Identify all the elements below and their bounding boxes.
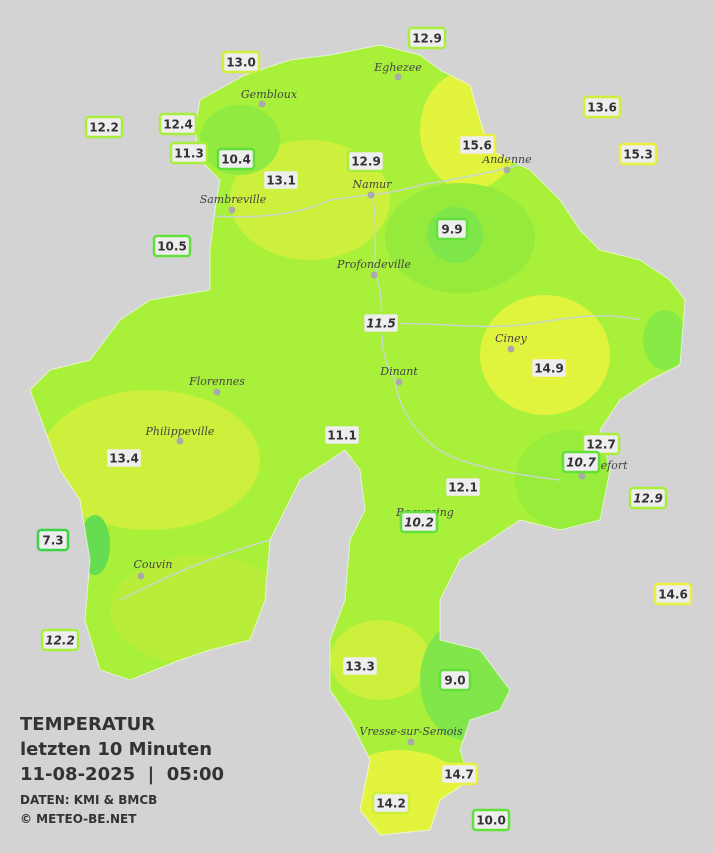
city-label: Eghezee xyxy=(373,61,422,74)
temperature-label: 7.3 xyxy=(42,534,63,548)
legend-title: TEMPERATUR xyxy=(20,714,155,735)
label-box xyxy=(221,50,261,74)
city-dot xyxy=(578,472,586,480)
city-label: Couvin xyxy=(134,558,173,571)
city-dot xyxy=(407,738,415,746)
temperature-label: 12.9 xyxy=(351,155,381,169)
temperature-label: 14.7 xyxy=(444,768,474,782)
city-label: Dinant xyxy=(379,365,418,378)
label-box xyxy=(169,141,209,165)
city-label: Sambreville xyxy=(200,193,267,206)
temperature-label: 15.6 xyxy=(462,139,492,153)
cities: Eghezee Gembloux Andenne Namur Sambreville Pr… xyxy=(134,61,628,746)
city-label: Philippeville xyxy=(145,425,215,438)
temperature-label: 12.7 xyxy=(586,438,616,452)
temperature-label: 12.4 xyxy=(163,118,193,132)
label-box xyxy=(340,654,380,678)
label-box xyxy=(36,528,70,552)
label-box xyxy=(399,510,439,534)
label-box xyxy=(40,628,80,652)
city-label: Vresse-sur-Semois xyxy=(359,725,463,738)
city-label: Namur xyxy=(352,178,393,191)
label-box xyxy=(529,356,569,380)
temperature-label: 14.2 xyxy=(376,797,406,811)
temperature-label: 13.1 xyxy=(266,174,296,188)
legend-datetime: 11-08-2025 | 05:00 xyxy=(20,764,224,785)
label-box xyxy=(582,95,622,119)
temperature-label: 12.9 xyxy=(412,32,442,46)
city-dot xyxy=(503,166,511,174)
label-box xyxy=(216,147,256,171)
label-box xyxy=(438,668,472,692)
city-dot xyxy=(176,437,184,445)
temperature-label: 13.6 xyxy=(587,101,617,115)
temperature-label: 10.5 xyxy=(157,240,187,254)
label-box xyxy=(104,446,144,470)
label-box xyxy=(443,475,483,499)
temperature-label: 13.4 xyxy=(109,452,139,466)
label-box xyxy=(84,115,124,139)
label-box xyxy=(261,168,301,192)
label-box xyxy=(439,762,479,786)
label-box xyxy=(371,791,411,815)
city-dot xyxy=(370,271,378,279)
city-dot xyxy=(507,345,515,353)
legend-subtitle: letzten 10 Minuten xyxy=(20,739,212,760)
label-box xyxy=(322,423,362,447)
city-label: Profondeville xyxy=(336,258,411,271)
city-label: Andenne xyxy=(481,153,532,166)
city-label: Gembloux xyxy=(241,88,298,101)
city-dot xyxy=(137,572,145,580)
temperature-label: 12.9 xyxy=(633,492,663,506)
label-box xyxy=(457,133,497,157)
temperature-label: 15.3 xyxy=(623,148,653,162)
temperature-label: 11.5 xyxy=(366,317,396,331)
temperature-label: 12.2 xyxy=(89,121,119,135)
city-dot xyxy=(213,388,221,396)
city-dot xyxy=(258,100,266,108)
label-box xyxy=(561,450,601,474)
city-label: Florennes xyxy=(188,375,245,388)
city-dot xyxy=(228,206,236,214)
label-box xyxy=(346,149,386,173)
label-box xyxy=(361,311,401,335)
label-box xyxy=(471,808,511,832)
temperature-label: 14.6 xyxy=(658,588,688,602)
temperature-label: 12.2 xyxy=(45,634,75,648)
legend-source: DATEN: KMI & BMCB xyxy=(20,793,157,807)
temperature-label: 14.9 xyxy=(534,362,564,376)
label-box xyxy=(581,432,621,456)
temperature-label: 10.2 xyxy=(404,516,434,530)
label-box xyxy=(435,217,469,241)
legend: TEMPERATUR letzten 10 Minuten 11-08-2025… xyxy=(20,714,224,826)
temperature-label: 11.3 xyxy=(174,147,204,161)
temperature-label: 13.3 xyxy=(345,660,375,674)
temperature-label: 10.0 xyxy=(476,814,506,828)
label-box xyxy=(152,234,192,258)
city-dot xyxy=(394,73,402,81)
legend-copyright: © METEO-BE.NET xyxy=(20,812,137,826)
temperature-label: 9.0 xyxy=(444,674,465,688)
temperature-label: 10.4 xyxy=(221,153,251,167)
label-box xyxy=(158,112,198,136)
label-box xyxy=(628,486,668,510)
temperature-label: 11.1 xyxy=(327,429,357,443)
city-dot xyxy=(367,191,375,199)
city-dot xyxy=(395,378,403,386)
temperature-label: 10.7 xyxy=(566,456,596,470)
label-box xyxy=(618,142,658,166)
label-box xyxy=(407,26,447,50)
temperature-label: 13.0 xyxy=(226,56,256,70)
temperature-label: 12.1 xyxy=(448,481,478,495)
temperature-label: 9.9 xyxy=(441,223,462,237)
stations: 12.9 13.0 13.6 12.2 12.4 15.6 15.3 11.3 10.4 12.9… xyxy=(36,26,693,832)
city-label: Ciney xyxy=(495,332,528,345)
label-box xyxy=(653,582,693,606)
